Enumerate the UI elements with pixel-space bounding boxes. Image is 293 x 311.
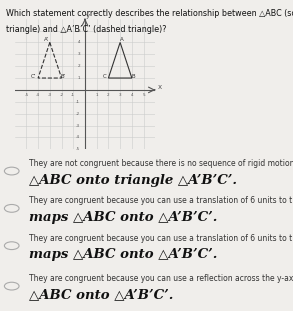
Text: A’: A’ xyxy=(44,37,49,42)
Text: maps △ABC onto △A’B’C’.: maps △ABC onto △A’B’C’. xyxy=(29,248,218,261)
Text: -2: -2 xyxy=(59,93,64,97)
Text: 2: 2 xyxy=(107,93,110,97)
Text: maps △ABC onto △A’B’C’.: maps △ABC onto △A’B’C’. xyxy=(29,211,218,224)
Text: x: x xyxy=(158,84,162,90)
Text: 5: 5 xyxy=(78,29,80,33)
Text: -5: -5 xyxy=(76,147,80,151)
Text: 3: 3 xyxy=(78,52,80,56)
Text: They are congruent because you can use a translation of 6 units to the left that: They are congruent because you can use a… xyxy=(29,196,293,205)
Text: B’: B’ xyxy=(60,74,65,79)
Text: 4: 4 xyxy=(78,40,80,44)
Text: -5: -5 xyxy=(24,93,28,97)
Text: 5: 5 xyxy=(142,93,145,97)
Text: B: B xyxy=(132,74,135,79)
Text: 1: 1 xyxy=(78,76,80,80)
Text: C: C xyxy=(103,74,107,79)
Text: y: y xyxy=(86,13,90,19)
Text: They are congruent because you can use a reflection across the y-axis that maps: They are congruent because you can use a… xyxy=(29,274,293,283)
Text: -3: -3 xyxy=(48,93,52,97)
Text: A: A xyxy=(120,37,124,42)
Text: △ABC onto triangle △A’B’C’.: △ABC onto triangle △A’B’C’. xyxy=(29,174,237,187)
Text: 1: 1 xyxy=(96,93,98,97)
Text: C’: C’ xyxy=(31,74,36,79)
Text: Which statement correctly describes the relationship between △ABC (solid: Which statement correctly describes the … xyxy=(6,9,293,18)
Text: -1: -1 xyxy=(76,100,80,104)
Text: -1: -1 xyxy=(71,93,75,97)
Text: 2: 2 xyxy=(78,64,80,68)
Text: -4: -4 xyxy=(76,135,80,139)
Text: They are not congruent because there is no sequence of rigid motion that maps: They are not congruent because there is … xyxy=(29,159,293,168)
Text: 3: 3 xyxy=(119,93,121,97)
Text: 4: 4 xyxy=(131,93,133,97)
Text: triangle) and △A’B’C’ (dashed triangle)?: triangle) and △A’B’C’ (dashed triangle)? xyxy=(6,25,166,34)
Text: -2: -2 xyxy=(76,112,80,116)
Text: △ABC onto △A’B’C’.: △ABC onto △A’B’C’. xyxy=(29,289,174,302)
Text: -4: -4 xyxy=(36,93,40,97)
Text: They are congruent because you can use a translation of 6 units to the right tha: They are congruent because you can use a… xyxy=(29,234,293,243)
Text: -3: -3 xyxy=(76,123,80,128)
